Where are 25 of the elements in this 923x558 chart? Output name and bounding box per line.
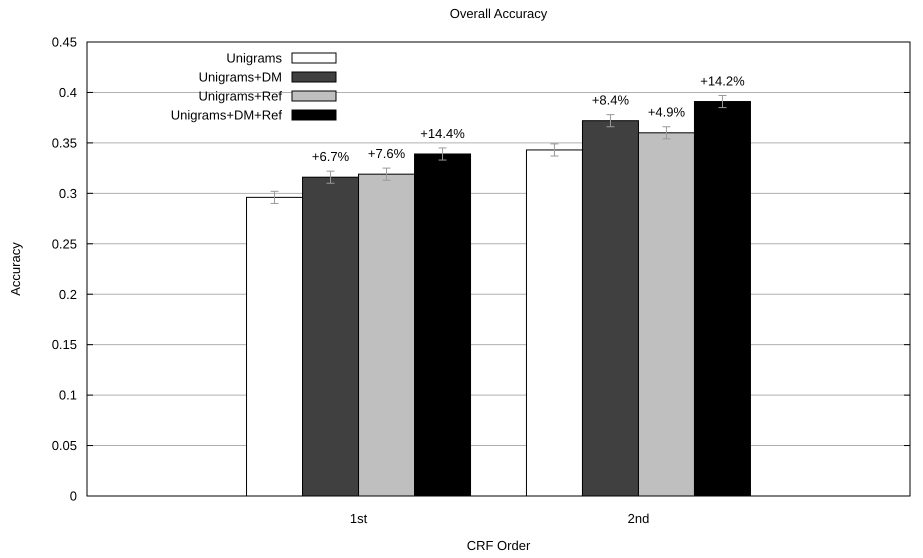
y-tick-label: 0.05 — [52, 438, 77, 454]
y-tick-label: 0.25 — [52, 236, 77, 252]
y-tick-label: 0.4 — [58, 84, 77, 100]
chart-title: Overall Accuracy — [450, 6, 548, 21]
x-axis-title: CRF Order — [466, 538, 531, 553]
y-tick-label: 0.15 — [52, 337, 77, 352]
y-tick-label: 0.3 — [58, 186, 77, 201]
legend-label: Unigrams — [226, 50, 282, 66]
annotation: +4.9% — [648, 104, 686, 120]
legend-label: Unigrams+Ref — [198, 88, 282, 104]
y-tick-label: 0.1 — [58, 388, 77, 403]
annotation: +7.6% — [368, 146, 406, 162]
y-tick-label: 0.2 — [58, 286, 77, 302]
y-tick-label: 0 — [70, 488, 77, 504]
x-tick-label: 1st — [350, 511, 368, 526]
legend-label: Unigrams+DM — [198, 70, 282, 85]
legend-label: Unigrams+DM+Ref — [170, 108, 282, 123]
annotation: +8.4% — [592, 92, 630, 108]
y-tick-label: 0.45 — [52, 34, 77, 50]
annotation: +14.2% — [700, 73, 746, 88]
y-tick-label: 0.35 — [52, 135, 77, 150]
y-axis-title: Accuracy — [8, 242, 23, 296]
annotation: +14.4% — [420, 126, 466, 141]
annotation: +6.7% — [312, 149, 350, 164]
x-tick-label: 2nd — [628, 511, 650, 526]
